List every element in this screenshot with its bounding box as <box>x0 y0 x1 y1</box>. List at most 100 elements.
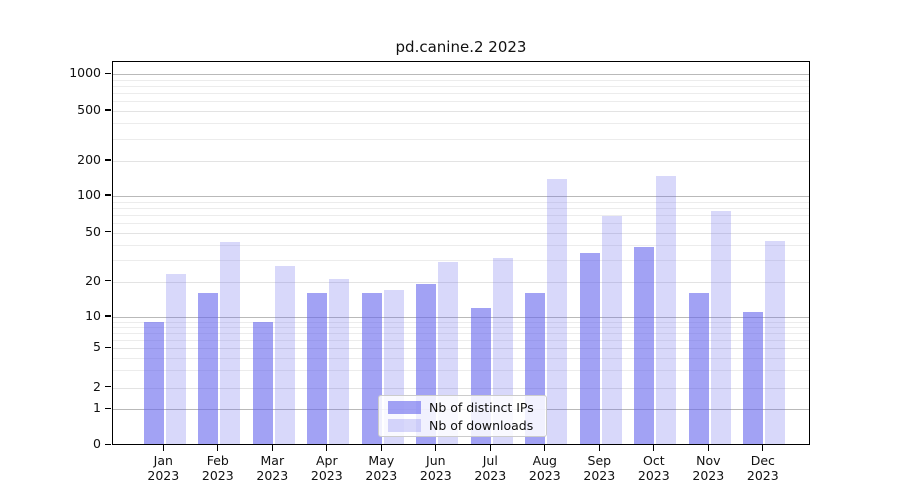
bar-distinct-ips <box>688 293 709 445</box>
y-gridline <box>113 348 809 350</box>
x-tick-label: Feb 2023 <box>201 453 234 483</box>
x-tick-label: Aug 2023 <box>528 453 561 483</box>
y-tick-mark <box>105 346 111 348</box>
y-tick-mark <box>105 407 111 409</box>
y-tick-mark <box>105 386 111 388</box>
y-tick-mark <box>105 443 111 445</box>
y-gridline-major <box>113 317 809 318</box>
x-tick-label: Jan 2023 <box>147 453 180 483</box>
bar-distinct-ips <box>143 321 164 445</box>
bar-downloads <box>656 175 677 445</box>
x-tick-label: Oct 2023 <box>637 453 670 483</box>
legend-row-distinct-ips: Nb of distinct IPs <box>388 400 537 415</box>
y-gridline-major <box>113 196 809 197</box>
y-gridline-minor <box>113 101 809 103</box>
y-gridline-minor <box>113 207 809 209</box>
x-tick-label: Jul 2023 <box>474 453 507 483</box>
legend-label-distinct-ips: Nb of distinct IPs <box>429 399 534 415</box>
bar-downloads <box>165 274 186 445</box>
y-tick-mark <box>105 109 111 111</box>
y-gridline-minor <box>113 214 809 216</box>
x-tick-label: Dec 2023 <box>746 453 779 483</box>
y-gridline <box>113 387 809 389</box>
bar-downloads <box>547 179 568 445</box>
x-tick-label: May 2023 <box>365 453 398 483</box>
y-gridline-minor <box>113 321 809 323</box>
x-tick-mark <box>544 445 546 451</box>
y-gridline <box>113 161 809 162</box>
y-tick-label: 500 <box>77 102 101 117</box>
y-gridline-minor <box>113 123 809 125</box>
x-tick-mark <box>435 445 437 451</box>
x-tick-mark <box>707 445 709 451</box>
x-tick-label: Mar 2023 <box>256 453 289 483</box>
x-tick-label: Sep 2023 <box>583 453 616 483</box>
y-gridline-minor <box>113 357 809 359</box>
bar-distinct-ips <box>634 247 655 445</box>
y-gridline <box>113 281 809 283</box>
bar-distinct-ips <box>198 293 219 445</box>
legend-row-downloads: Nb of downloads <box>388 418 537 433</box>
chart-title: pd.canine.2 2023 <box>395 38 527 56</box>
bar-downloads <box>329 279 350 445</box>
y-gridline-minor <box>113 244 809 246</box>
legend: Nb of distinct IPs Nb of downloads <box>378 395 547 437</box>
legend-label-downloads: Nb of downloads <box>429 417 534 433</box>
y-gridline-minor <box>113 333 809 335</box>
y-gridline-minor <box>113 327 809 329</box>
y-gridline-minor <box>113 93 809 95</box>
y-tick-label: 5 <box>93 339 101 355</box>
y-tick-label: 1000 <box>69 65 101 81</box>
y-tick-label: 200 <box>77 152 101 167</box>
x-tick-mark <box>162 445 164 451</box>
y-tick-mark <box>105 72 111 74</box>
y-gridline <box>113 232 809 234</box>
y-tick-label: 1 <box>93 400 101 416</box>
y-gridline-minor <box>113 223 809 225</box>
y-tick-label: 10 <box>85 308 101 323</box>
x-tick-label: Nov 2023 <box>692 453 725 483</box>
x-tick-mark <box>762 445 764 451</box>
bar-downloads <box>710 211 731 445</box>
y-gridline-minor <box>113 260 809 262</box>
bar-distinct-ips <box>579 253 600 445</box>
x-tick-mark <box>489 445 491 451</box>
legend-swatch-distinct-ips <box>388 400 421 414</box>
bar-downloads <box>601 216 622 445</box>
y-tick-label: 2 <box>93 378 101 394</box>
x-tick-label: Apr 2023 <box>310 453 343 483</box>
bar-downloads <box>765 240 786 445</box>
bar-distinct-ips <box>361 293 382 445</box>
y-gridline-minor <box>113 79 809 81</box>
y-tick-mark <box>105 280 111 282</box>
y-tick-label: 100 <box>77 187 101 202</box>
y-gridline-minor <box>113 340 809 342</box>
y-tick-mark <box>105 231 111 233</box>
y-gridline-minor <box>113 86 809 88</box>
y-tick-label: 0 <box>93 436 101 452</box>
x-tick-mark <box>326 445 328 451</box>
y-gridline <box>113 111 809 112</box>
y-gridline-minor <box>113 138 809 140</box>
y-gridline-minor <box>113 201 809 203</box>
y-tick-mark <box>105 194 111 196</box>
x-tick-mark <box>271 445 273 451</box>
bar-distinct-ips <box>743 312 764 445</box>
legend-swatch-downloads <box>388 418 421 432</box>
x-tick-mark <box>598 445 600 451</box>
x-tick-mark <box>653 445 655 451</box>
bar-distinct-ips <box>307 293 328 445</box>
x-tick-label: Jun 2023 <box>419 453 452 483</box>
bar-distinct-ips <box>252 321 273 445</box>
bar-downloads <box>220 242 241 445</box>
y-tick-label: 50 <box>85 223 101 239</box>
y-gridline-minor <box>113 370 809 372</box>
x-tick-mark <box>380 445 382 451</box>
bar-downloads <box>274 265 295 445</box>
y-tick-mark <box>105 315 111 317</box>
plot-area <box>112 61 810 445</box>
y-tick-mark <box>105 159 111 161</box>
y-tick-label: 20 <box>85 272 101 288</box>
x-tick-mark <box>217 445 219 451</box>
